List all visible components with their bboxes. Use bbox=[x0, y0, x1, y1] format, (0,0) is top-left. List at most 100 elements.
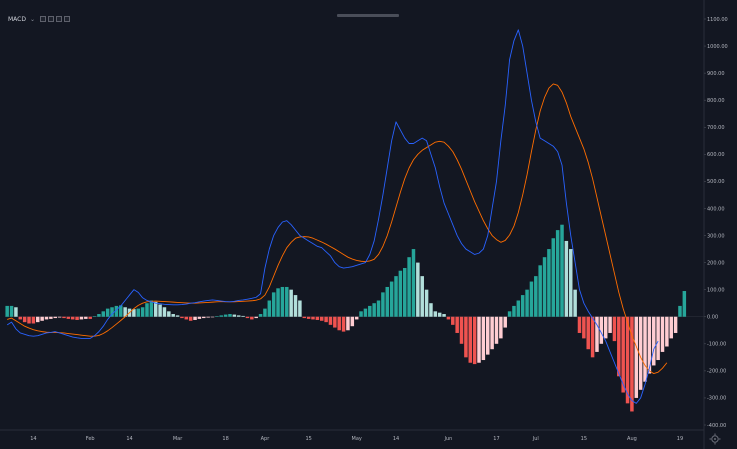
visibility-icon[interactable] bbox=[40, 16, 47, 22]
x-tick-label: Mar bbox=[173, 436, 183, 442]
y-tick-label: 200.00 bbox=[707, 260, 725, 266]
histogram-bar bbox=[354, 316, 359, 320]
histogram-bar bbox=[634, 316, 639, 398]
histogram-bar bbox=[70, 316, 75, 320]
histogram-bar bbox=[512, 305, 516, 317]
histogram-bar bbox=[416, 262, 420, 317]
histogram-bar bbox=[119, 305, 123, 317]
histogram-bar bbox=[149, 300, 154, 317]
histogram-bar bbox=[97, 314, 101, 317]
histogram-bar bbox=[140, 307, 145, 317]
histogram-bar bbox=[564, 240, 569, 317]
macd-line bbox=[6, 29, 659, 404]
histogram-bar bbox=[254, 316, 258, 319]
histogram-bar bbox=[341, 316, 346, 332]
histogram-bar bbox=[665, 316, 669, 347]
histogram-bar bbox=[49, 316, 53, 319]
histogram-bar bbox=[241, 315, 245, 317]
histogram-bar bbox=[193, 316, 197, 320]
histogram-bar bbox=[424, 289, 429, 317]
histogram-bar bbox=[669, 316, 673, 339]
settings-icon[interactable] bbox=[48, 16, 55, 22]
histogram-bar bbox=[590, 316, 595, 358]
y-tick-label: 0.00 bbox=[707, 315, 718, 321]
histogram-bar bbox=[599, 316, 604, 344]
histogram-bar bbox=[333, 316, 337, 328]
histogram-bar bbox=[402, 268, 407, 317]
histogram-bar bbox=[232, 314, 237, 317]
histogram-bar bbox=[276, 288, 280, 317]
indicator-name[interactable]: MACD bbox=[8, 15, 26, 23]
histogram-bar bbox=[346, 316, 350, 331]
histogram-bar bbox=[433, 311, 438, 317]
histogram-bar bbox=[101, 311, 106, 317]
y-tick-label: -400.00 bbox=[707, 423, 726, 429]
histogram-bar bbox=[612, 316, 617, 342]
y-tick-label: 1100.00 bbox=[707, 17, 728, 23]
histogram-bar bbox=[197, 316, 202, 319]
histogram-bar bbox=[455, 316, 459, 333]
histogram-bar bbox=[328, 316, 333, 325]
x-tick-label: 18 bbox=[222, 436, 228, 442]
histogram-bar bbox=[394, 276, 398, 317]
more-icon[interactable] bbox=[64, 16, 71, 22]
histogram-bar bbox=[534, 276, 538, 317]
histogram-bar bbox=[551, 238, 556, 317]
histogram-bar bbox=[350, 316, 355, 327]
histogram-bar bbox=[319, 316, 324, 321]
histogram-bar bbox=[57, 316, 62, 318]
histogram-bar bbox=[507, 311, 512, 317]
histogram-bar bbox=[114, 305, 119, 317]
histogram-bar bbox=[105, 308, 110, 317]
histogram-bar bbox=[298, 300, 302, 317]
histogram-bar bbox=[289, 289, 293, 317]
histogram-bar bbox=[477, 316, 481, 363]
histogram-bar bbox=[656, 316, 660, 361]
x-tick-label: 19 bbox=[677, 436, 683, 442]
histogram-bar bbox=[84, 316, 88, 319]
y-tick-label: 900.00 bbox=[707, 71, 725, 77]
y-tick-label: 400.00 bbox=[707, 206, 725, 212]
gear-icon[interactable] bbox=[709, 433, 721, 445]
x-tick-label: 15 bbox=[305, 436, 311, 442]
histogram-bar bbox=[678, 305, 682, 317]
histogram-bar bbox=[258, 314, 263, 317]
histogram-bar bbox=[503, 316, 507, 328]
histogram-bar bbox=[315, 316, 320, 320]
y-tick-label: 700.00 bbox=[707, 125, 725, 131]
histogram-bar bbox=[569, 249, 573, 317]
histogram-bar bbox=[337, 316, 341, 331]
histogram-bar bbox=[485, 316, 490, 355]
histogram-bar bbox=[451, 316, 455, 325]
histogram-bar bbox=[446, 316, 451, 320]
histogram-bar bbox=[88, 316, 92, 319]
histogram-bar bbox=[472, 316, 477, 365]
histogram-bar bbox=[40, 316, 44, 321]
histogram-bar bbox=[547, 249, 551, 317]
chevron-down-icon[interactable]: ⌄ bbox=[30, 15, 36, 23]
y-tick-label: -200.00 bbox=[707, 369, 726, 375]
histogram-bar bbox=[560, 224, 564, 317]
histogram-bar bbox=[468, 316, 473, 363]
histogram-bar bbox=[621, 316, 625, 393]
histogram-bar bbox=[420, 276, 424, 317]
histogram-bar bbox=[302, 316, 307, 319]
histogram-bar bbox=[36, 316, 40, 323]
close-icon[interactable] bbox=[56, 16, 63, 22]
signal-line bbox=[7, 83, 668, 375]
histogram-bar bbox=[171, 314, 175, 317]
histogram-bar bbox=[525, 289, 529, 317]
x-tick-label: Aug bbox=[627, 436, 637, 442]
histogram-bar bbox=[381, 292, 385, 317]
histogram-bar bbox=[481, 316, 486, 361]
histogram-bar bbox=[630, 316, 634, 412]
histogram-bar bbox=[5, 305, 9, 317]
x-tick-label: 15 bbox=[581, 436, 587, 442]
histogram-bar bbox=[18, 316, 23, 320]
histogram-bar bbox=[132, 309, 136, 317]
histogram-bar bbox=[180, 316, 184, 319]
histogram-bar bbox=[22, 316, 27, 323]
pane-resize-handle[interactable] bbox=[337, 14, 399, 17]
